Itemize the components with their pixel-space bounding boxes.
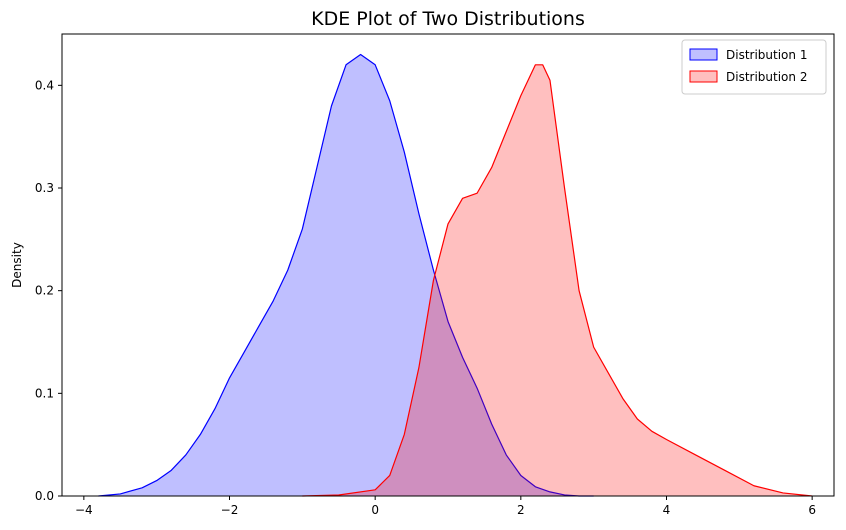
legend: Distribution 1 Distribution 2 xyxy=(681,39,827,95)
legend-label-1: Distribution 1 xyxy=(726,48,807,62)
x-tick-label: 0 xyxy=(371,503,379,517)
series-2-line xyxy=(302,64,813,497)
y-axis-label: Density xyxy=(10,242,24,288)
y-tick-label: 0.4 xyxy=(35,78,54,92)
chart-title: KDE Plot of Two Distributions xyxy=(311,8,585,30)
series-2-area xyxy=(302,64,813,497)
legend-box xyxy=(681,39,827,95)
legend-swatch-1 xyxy=(689,48,718,61)
series-1-line xyxy=(98,53,594,497)
legend-swatch-2 xyxy=(689,70,718,83)
plot-frame xyxy=(61,33,835,497)
x-tick-label: −4 xyxy=(75,503,93,517)
plot-area xyxy=(98,53,813,497)
series-1-area xyxy=(98,54,594,496)
y-tick-label: 0.2 xyxy=(35,284,54,298)
x-tick-label: 4 xyxy=(663,503,671,517)
axes: −4 −2 0 2 4 6 0.0 0.1 0.2 0.3 0.4 xyxy=(35,33,835,517)
x-tick-label: 2 xyxy=(517,503,525,517)
x-tick-label: 6 xyxy=(808,503,816,517)
y-tick-label: 0.3 xyxy=(35,181,54,195)
x-tick-label: −2 xyxy=(221,503,239,517)
legend-label-2: Distribution 2 xyxy=(726,70,807,84)
y-tick-label: 0.1 xyxy=(35,386,54,400)
y-tick-label: 0.0 xyxy=(35,489,54,503)
